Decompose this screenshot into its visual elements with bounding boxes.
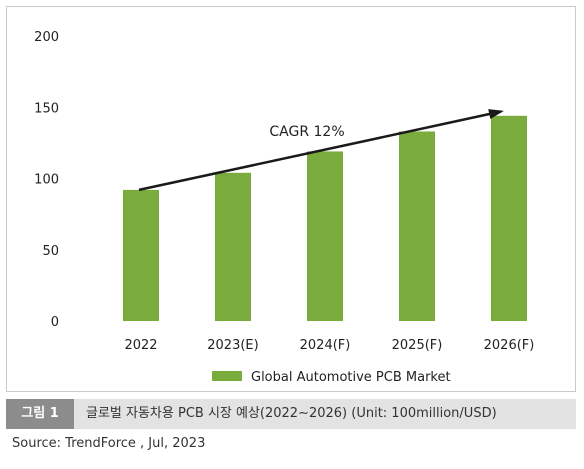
bar-2022: [123, 189, 159, 321]
cagr-label: CAGR 12%: [269, 124, 344, 140]
y-tick-label: 50: [42, 244, 59, 259]
x-tick-label: 2023(E): [207, 338, 258, 353]
x-tick-label: 2022: [124, 338, 157, 353]
cagr-arrow-head: [488, 109, 504, 119]
figure-caption: 글로벌 자동차용 PCB 시장 예상(2022∼2026) (Unit: 100…: [86, 406, 497, 421]
y-tick-label: 100: [34, 173, 59, 188]
cagr-annotation: CAGR 12%: [138, 109, 504, 192]
legend-swatch: [212, 371, 242, 381]
figure-caption-bar: 그림 1 글로벌 자동차용 PCB 시장 예상(2022∼2026) (Unit…: [6, 399, 576, 429]
source-note: Source: TrendForce , Jul, 2023: [12, 436, 206, 451]
bar-2024(F): [307, 151, 343, 321]
figure-tag: 그림 1: [6, 399, 74, 429]
bar-2026(F): [491, 115, 527, 321]
legend: Global Automotive PCB Market: [212, 370, 451, 385]
y-tick-label: 150: [34, 101, 59, 116]
y-axis: 0 50 100 150 200: [34, 30, 59, 330]
x-tick-label: 2024(F): [300, 338, 351, 353]
x-tick-label: 2025(F): [392, 338, 443, 353]
y-tick-label: 0: [51, 315, 59, 330]
bars: [123, 115, 527, 321]
bar-2025(F): [399, 131, 435, 321]
legend-label: Global Automotive PCB Market: [251, 370, 451, 385]
y-tick-label: 200: [34, 30, 59, 45]
chart-frame: 0 50 100 150 200 2022 2023(E) 2024(F) 2025(F) 20…: [6, 6, 576, 392]
cagr-arrow-line: [138, 110, 502, 192]
bar-2023(E): [215, 172, 251, 321]
x-axis: 2022 2023(E) 2024(F) 2025(F) 2026(F): [124, 338, 534, 353]
x-tick-label: 2026(F): [484, 338, 535, 353]
